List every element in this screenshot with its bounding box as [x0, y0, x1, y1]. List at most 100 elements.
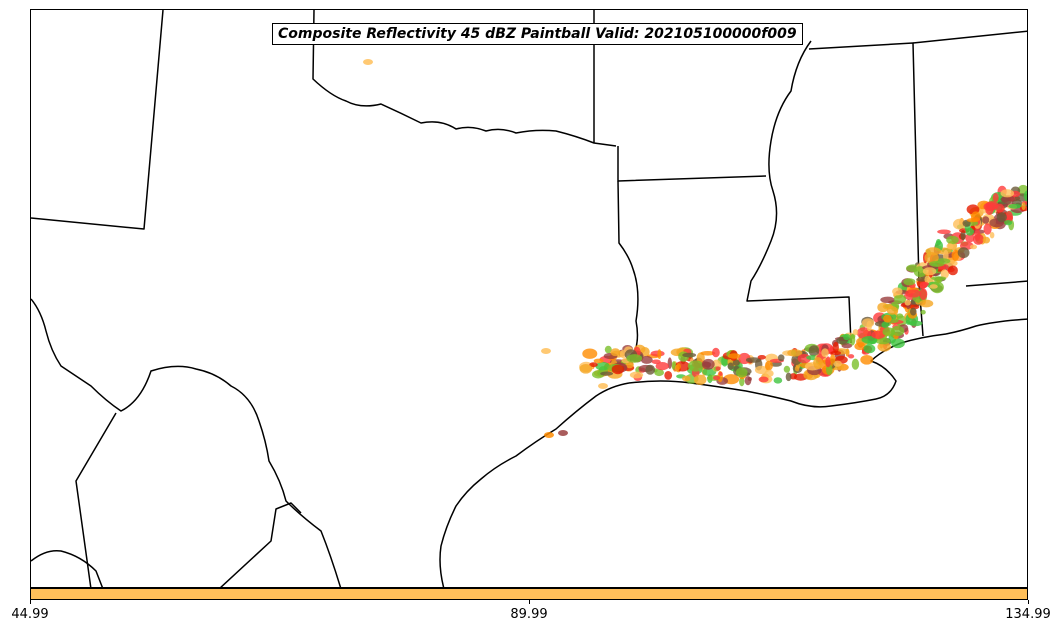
paintball-blob [745, 357, 762, 363]
paintball-blob [957, 247, 970, 259]
coast-tx [439, 382, 630, 587]
coast-fl [945, 318, 1027, 335]
paintball-blob [757, 355, 766, 360]
paintball-blob [848, 354, 855, 359]
paintball-blob [905, 289, 922, 298]
paintball-blob [1000, 189, 1015, 198]
paintball-blob [850, 333, 856, 339]
state-border-nm-east [31, 10, 164, 230]
paintball-blob [969, 244, 978, 250]
colorbar-tick-label-max: 134.99 [1005, 607, 1051, 622]
paintball-blob [718, 371, 723, 376]
paintball-blob [610, 348, 621, 357]
paintball-blob [1004, 220, 1013, 226]
paintball-blob [702, 367, 717, 376]
paintball-blob [593, 358, 604, 364]
map-panel: Composite Reflectivity 45 dBZ Paintball … [30, 9, 1028, 588]
paintball-blob [982, 216, 990, 224]
paintball-blob [541, 348, 551, 354]
paintball-blob [919, 288, 928, 300]
paintball-blob [892, 287, 903, 296]
paintball-blob [841, 343, 853, 349]
state-border-ok-tx [312, 10, 617, 147]
state-border-al-ga [912, 30, 1027, 44]
paintball-blob [821, 348, 829, 358]
paintball-blob [922, 267, 937, 276]
paintball-blob [965, 227, 974, 236]
paintball-blob [657, 349, 662, 360]
state-border-mx-2 [220, 502, 302, 587]
state-border-mx-1 [75, 412, 117, 587]
paintball-blob [712, 347, 720, 358]
paintball-blob [851, 358, 860, 370]
colorbar-tick [529, 600, 530, 604]
paintball-blob [854, 342, 866, 351]
paintball-blob [929, 260, 945, 267]
paintball-blob [739, 377, 745, 387]
colorbar [30, 588, 1028, 600]
paintball-blob [727, 353, 741, 359]
paintball-blob [946, 243, 954, 250]
paintball-blob [996, 212, 1007, 223]
paintball-blob [664, 371, 673, 380]
paintball-blob [629, 371, 644, 379]
paintball-blob [929, 284, 938, 289]
paintball-blob [905, 319, 911, 325]
paintball-blob [904, 299, 911, 306]
paintball-blob [1021, 202, 1026, 211]
paintball-blob [640, 355, 653, 364]
paintball-blob [922, 282, 930, 287]
paintball-blob [693, 374, 707, 385]
paintball-blob [645, 364, 656, 375]
paintball-blob [676, 363, 681, 370]
paintball-blob [727, 362, 734, 370]
paintball-blob [713, 375, 721, 381]
paintball-blob [764, 360, 773, 371]
boundaries [31, 10, 1027, 587]
paintball-blob [830, 354, 836, 364]
paintball-blob [701, 358, 715, 370]
paintball-blob [558, 430, 568, 436]
paintball-blob [654, 368, 664, 377]
paintball-blob [825, 356, 831, 368]
paintball-blob [965, 233, 975, 243]
paintball-blob [992, 192, 999, 203]
paintball-blob [908, 320, 923, 327]
paintball-blob [924, 252, 939, 264]
paintball-blob [934, 277, 943, 284]
colorbar-tick-label-mid: 89.99 [510, 607, 548, 622]
paintball-blob [598, 383, 608, 389]
paintball-blob [715, 366, 721, 371]
paintball-blob [947, 265, 958, 276]
map-title: Composite Reflectivity 45 dBZ Paintball … [272, 23, 803, 45]
paintball-blob [920, 309, 926, 315]
paintball-blob [600, 371, 614, 376]
paintball-blob [732, 359, 740, 366]
paintball-blob [626, 354, 643, 363]
paintball-blob [940, 269, 949, 279]
paintball-blob [579, 364, 593, 374]
paintball-blob [682, 375, 691, 382]
mississippi-river [746, 40, 852, 344]
paintball-blob [813, 357, 823, 370]
paintball-blob [866, 320, 872, 332]
paintball-blob [951, 249, 960, 261]
paintball-blob [966, 218, 978, 223]
state-border-ms-al [808, 42, 924, 337]
paintball-blob [595, 361, 610, 371]
paintball-blob [982, 236, 990, 244]
paintball-blob [910, 307, 917, 316]
paintball-blob [808, 345, 820, 357]
paintball-blob [875, 337, 891, 345]
paintball-blob [589, 362, 598, 368]
paintball-blob [700, 351, 716, 356]
paintball-blob [860, 355, 874, 365]
map-canvas [31, 10, 1027, 587]
paintball-blob [655, 362, 669, 371]
paintball-blob [891, 325, 905, 336]
paintball-blob [937, 229, 951, 235]
paintball-blob [985, 201, 999, 210]
colorbar-tick-label-min: 44.99 [11, 607, 49, 622]
paintball-blob [747, 377, 752, 381]
state-border-fl [965, 280, 1027, 287]
